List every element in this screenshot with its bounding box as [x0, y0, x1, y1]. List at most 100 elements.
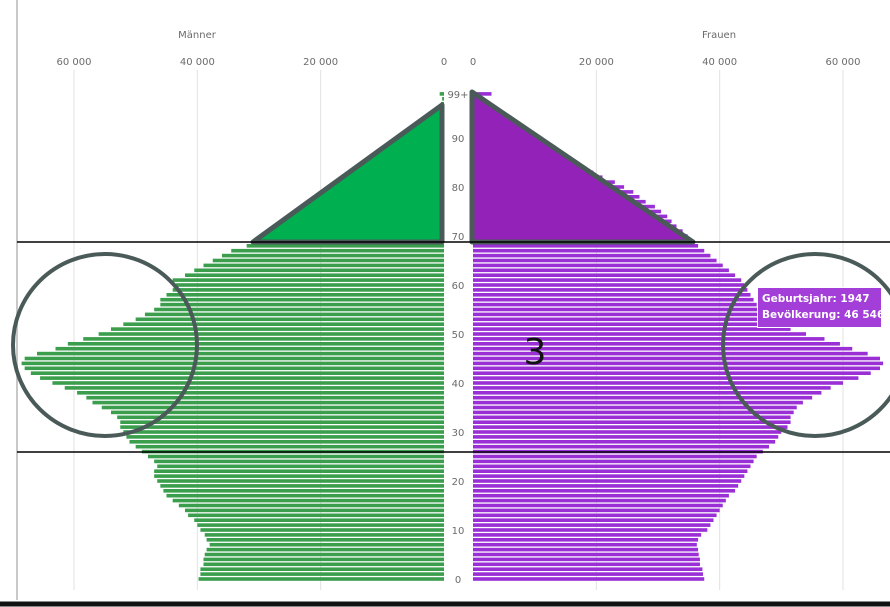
- annotation-number: 3: [524, 332, 547, 373]
- bar-maenner: [198, 577, 444, 581]
- age-tick-label: 30: [452, 428, 465, 439]
- bar-frauen: [473, 342, 840, 346]
- bar-frauen: [473, 572, 704, 576]
- bar-frauen: [473, 435, 779, 439]
- bar-frauen: [473, 410, 794, 415]
- bar-frauen: [473, 386, 831, 390]
- bar-frauen: [473, 248, 705, 253]
- bar-frauen: [473, 302, 757, 307]
- bar-maenner: [204, 533, 444, 537]
- bar-maenner: [64, 386, 444, 390]
- bar-frauen: [473, 518, 714, 522]
- bar-frauen: [473, 430, 782, 434]
- bar-frauen: [473, 395, 813, 400]
- age-tick-label: 40: [452, 379, 465, 390]
- bar-frauen: [473, 337, 825, 341]
- bar-maenner: [442, 97, 444, 101]
- bar-maenner: [21, 361, 444, 366]
- bar-maenner: [101, 405, 444, 410]
- bar-maenner: [98, 332, 445, 336]
- bar-frauen: [473, 489, 736, 493]
- bar-frauen: [473, 317, 769, 322]
- bar-frauen: [473, 523, 711, 527]
- bar-maenner: [175, 283, 444, 287]
- bar-maenner: [154, 459, 444, 464]
- bar-maenner: [154, 474, 444, 478]
- bar-frauen: [473, 479, 742, 483]
- bar-maenner: [200, 572, 444, 576]
- bar-frauen: [473, 415, 791, 420]
- bar-maenner: [30, 371, 444, 375]
- bar-maenner: [160, 297, 445, 302]
- bar-maenner: [178, 503, 445, 508]
- bar-frauen: [473, 273, 736, 277]
- bar-frauen: [473, 552, 699, 557]
- bar-frauen: [473, 268, 729, 273]
- bar-maenner: [172, 498, 444, 503]
- bar-maenner: [129, 440, 444, 444]
- bar-frauen: [473, 533, 702, 537]
- age-tick-label: 80: [452, 183, 465, 194]
- bar-frauen: [473, 577, 705, 581]
- bar-frauen: [473, 538, 699, 542]
- x-tick-right: 20 000: [579, 57, 614, 68]
- bar-frauen: [473, 493, 729, 498]
- bar-maenner: [154, 469, 444, 473]
- annotation-triangle-left: [250, 102, 445, 245]
- bar-frauen: [473, 562, 700, 567]
- bar-frauen: [473, 459, 754, 464]
- annotation-circle-left: [11, 252, 199, 438]
- bar-frauen: [473, 297, 754, 302]
- bar-frauen: [473, 327, 791, 331]
- bar-maenner: [111, 327, 444, 331]
- bar-maenner: [212, 258, 444, 263]
- bar-maenner: [222, 253, 444, 258]
- bar-frauen: [473, 508, 720, 513]
- bar-maenner: [203, 263, 444, 268]
- age-tick-label: 0: [455, 575, 461, 586]
- bar-frauen: [473, 351, 868, 356]
- bar-maenner: [231, 248, 444, 253]
- bar-maenner: [83, 337, 444, 341]
- bar-frauen: [473, 293, 751, 297]
- bar-frauen: [473, 567, 703, 571]
- bar-maenner: [439, 92, 444, 96]
- bar-frauen: [473, 405, 797, 410]
- bar-maenner: [188, 513, 444, 518]
- bar-maenner: [24, 356, 445, 361]
- bar-frauen: [473, 346, 853, 351]
- x-tick-labels: 60 000 40 000 20 000 0 0 20 000 40 000 60 000: [57, 57, 861, 68]
- bar-frauen: [473, 332, 806, 336]
- bar-maenner: [172, 278, 444, 282]
- age-tick-label: 70: [452, 232, 465, 243]
- bar-maenner: [86, 395, 444, 400]
- bar-frauen: [473, 420, 791, 424]
- bar-frauen: [473, 244, 699, 248]
- bar-frauen: [473, 263, 723, 268]
- bar-frauen: [473, 469, 748, 473]
- bar-maenner: [52, 381, 445, 385]
- bar-maenner: [206, 547, 444, 552]
- bar-maenner: [204, 552, 444, 557]
- annotation-circle-right: [721, 252, 890, 438]
- bar-frauen: [473, 283, 745, 287]
- bar-maenner: [120, 425, 444, 429]
- bar-maenner: [120, 420, 444, 424]
- bar-frauen: [473, 356, 880, 361]
- bar-maenner: [126, 435, 445, 439]
- age-tick-label: 50: [452, 330, 465, 341]
- bar-frauen: [473, 444, 769, 449]
- bar-maenner: [157, 479, 444, 483]
- bar-maenner: [111, 410, 444, 415]
- bar-frauen: [473, 557, 700, 562]
- bar-frauen: [473, 92, 492, 96]
- bar-maenner: [185, 273, 444, 277]
- age-tick-label: 20: [452, 477, 465, 488]
- tooltip-birth-year: Geburtsjahr: 1947: [762, 293, 870, 305]
- bar-frauen: [473, 366, 880, 371]
- bar-maenner: [123, 322, 444, 326]
- bar-frauen: [473, 440, 776, 444]
- age-tick-label: 60: [452, 281, 465, 292]
- bar-frauen: [473, 542, 697, 547]
- bar-maenner: [157, 464, 444, 469]
